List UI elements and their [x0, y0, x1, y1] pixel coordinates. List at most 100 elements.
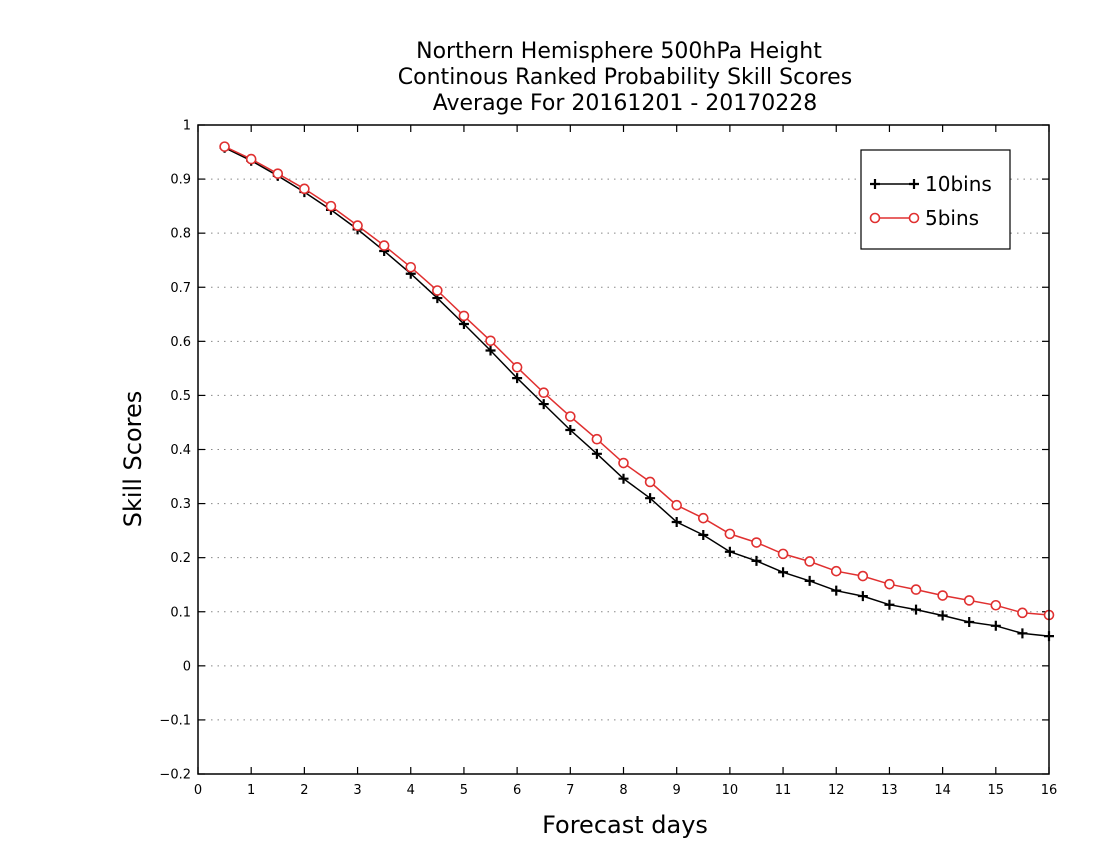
chart-title: Northern Hemisphere 500hPa Height Contin…	[398, 39, 852, 116]
data-point	[644, 476, 656, 488]
data-point	[698, 529, 709, 540]
data-point	[272, 168, 284, 179]
y-tick-label: 0.6	[170, 335, 191, 350]
data-point	[485, 335, 496, 347]
data-point	[325, 200, 337, 212]
data-point	[485, 345, 496, 356]
data-point	[458, 310, 470, 322]
y-tick-label: 0.1	[170, 605, 191, 620]
legend-box	[860, 149, 1011, 250]
x-tick-label: 9	[673, 783, 681, 798]
data-point	[990, 599, 1002, 611]
data-point	[512, 373, 523, 384]
data-point	[724, 546, 735, 557]
data-point	[538, 387, 550, 399]
x-tick-label: 11	[775, 783, 792, 798]
data-point	[937, 590, 948, 601]
x-axis-label: Forecast days	[542, 811, 708, 839]
x-tick-label: 15	[988, 783, 1005, 798]
y-tick-label: 0.7	[170, 281, 191, 296]
data-point	[964, 617, 975, 628]
x-tick-label: 1	[247, 783, 255, 798]
x-tick-label: 3	[353, 783, 361, 798]
y-tick-label: 0.2	[170, 551, 191, 566]
y-tick-label: 1	[183, 119, 191, 134]
data-point	[724, 528, 736, 540]
data-point	[405, 261, 417, 273]
x-tick-label: 8	[619, 783, 627, 798]
y-tick-label: −0.2	[159, 768, 191, 783]
data-point	[352, 220, 363, 231]
data-point	[565, 411, 576, 422]
x-tick-label: 0	[194, 783, 202, 798]
y-tick-label: 0.4	[170, 443, 191, 458]
data-point	[511, 361, 523, 373]
data-point	[618, 473, 629, 484]
x-tick-label: 16	[1041, 783, 1058, 798]
data-point	[645, 493, 656, 504]
data-point	[990, 620, 1001, 631]
data-point	[1017, 607, 1028, 619]
data-point	[219, 141, 230, 152]
y-tick-label: −0.1	[159, 713, 191, 728]
y-tick-label: 0.8	[170, 227, 191, 242]
x-tick-label: 13	[881, 783, 898, 798]
title-line-2: Continous Ranked Probability Skill Score…	[398, 65, 852, 90]
data-point	[937, 610, 948, 621]
legend-label: 10bins	[925, 172, 992, 196]
x-tick-label: 14	[934, 783, 951, 798]
data-point	[963, 595, 975, 606]
data-point	[565, 425, 576, 436]
data-point	[830, 565, 842, 577]
x-tick-label: 10	[722, 783, 739, 798]
data-point	[378, 240, 390, 251]
y-axis-ticks: −0.2 −0.1 0 0.1 0.2 0.3 0.4 0.5 0.6 0.7 0.8 0.9 1	[159, 119, 1049, 783]
x-tick-label: 6	[513, 783, 521, 798]
x-tick-label: 5	[460, 783, 468, 798]
data-point	[869, 212, 881, 224]
y-axis-label: Skill Scores	[119, 391, 147, 528]
series-layer	[219, 141, 1055, 642]
data-point	[910, 584, 922, 595]
data-point	[857, 591, 868, 602]
data-point	[671, 516, 682, 527]
legend: 10bins 5bins	[860, 149, 1011, 250]
x-tick-label: 12	[828, 783, 845, 798]
title-line-3: Average For 20161201 - 20170228	[433, 91, 818, 116]
data-point	[831, 585, 842, 596]
data-point	[671, 499, 682, 511]
data-point	[778, 567, 789, 578]
data-point	[884, 599, 895, 610]
data-point	[432, 285, 443, 296]
x-tick-label: 4	[407, 783, 415, 798]
data-point	[299, 183, 310, 195]
y-tick-label: 0.3	[170, 497, 191, 512]
legend-item-5bins: 5bins	[869, 206, 979, 230]
data-point	[870, 179, 880, 189]
gridlines	[198, 178, 1049, 721]
y-tick-label: 0.5	[170, 389, 191, 404]
x-tick-label: 7	[566, 783, 574, 798]
data-point	[618, 457, 629, 469]
data-point	[884, 578, 895, 590]
data-point	[857, 570, 869, 582]
data-point	[911, 604, 922, 615]
title-line-1: Northern Hemisphere 500hPa Height	[416, 39, 822, 64]
data-point	[908, 212, 920, 224]
x-axis-ticks: 0 1 2 3 4 5 6 7 8 9 10 11 12 13 14 15 16	[194, 125, 1057, 798]
data-point	[751, 555, 762, 566]
data-point	[751, 537, 762, 548]
data-point	[697, 512, 709, 524]
legend-label: 5bins	[925, 206, 979, 230]
data-point	[804, 575, 815, 586]
y-tick-label: 0	[183, 659, 191, 674]
data-point	[777, 548, 789, 560]
data-point	[804, 556, 815, 567]
data-point	[1017, 628, 1028, 639]
plot-frame	[197, 124, 1050, 775]
data-point	[538, 399, 549, 410]
legend-item-10bins: 10bins	[870, 172, 992, 196]
series-5bins	[219, 141, 1055, 621]
series-10bins	[219, 142, 1054, 642]
